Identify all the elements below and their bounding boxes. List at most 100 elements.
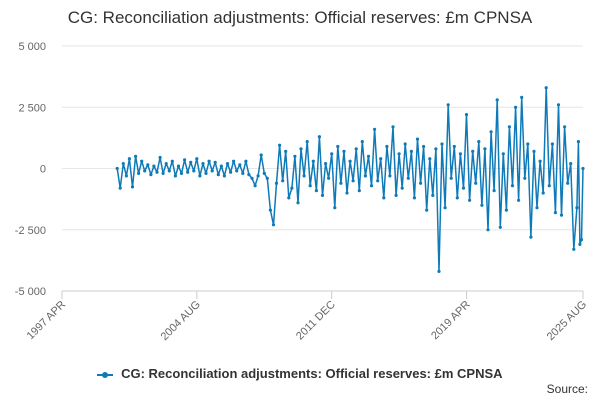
data-point[interactable]	[192, 169, 196, 173]
data-point[interactable]	[556, 103, 561, 107]
data-point[interactable]	[431, 193, 435, 197]
data-point[interactable]	[412, 196, 416, 200]
data-point[interactable]	[201, 162, 205, 166]
data-point[interactable]	[222, 174, 226, 178]
data-point[interactable]	[464, 113, 469, 117]
data-point[interactable]	[290, 186, 294, 190]
data-point[interactable]	[134, 154, 138, 158]
data-point[interactable]	[229, 170, 233, 174]
data-point[interactable]	[480, 203, 484, 207]
data-point[interactable]	[238, 163, 242, 167]
data-point[interactable]	[235, 169, 239, 173]
data-point[interactable]	[489, 130, 493, 134]
data-point[interactable]	[330, 152, 334, 156]
data-point[interactable]	[149, 173, 153, 177]
data-point[interactable]	[446, 103, 450, 107]
data-point[interactable]	[164, 162, 168, 166]
source-label[interactable]: Source:	[546, 382, 588, 396]
data-point[interactable]	[394, 193, 398, 197]
data-point[interactable]	[262, 171, 266, 175]
data-point[interactable]	[357, 189, 361, 193]
data-point[interactable]	[247, 173, 251, 177]
data-point[interactable]	[213, 160, 217, 164]
data-point[interactable]	[241, 171, 245, 175]
data-point[interactable]	[268, 208, 272, 212]
data-point[interactable]	[124, 174, 128, 178]
data-point[interactable]	[581, 166, 585, 171]
data-point[interactable]	[281, 179, 285, 183]
data-point[interactable]	[183, 158, 187, 162]
series-line[interactable]	[116, 86, 584, 273]
data-point[interactable]	[507, 125, 511, 129]
data-point[interactable]	[440, 142, 444, 146]
data-point[interactable]	[569, 162, 573, 166]
data-point[interactable]	[207, 159, 211, 163]
data-point[interactable]	[406, 176, 410, 180]
data-point[interactable]	[379, 157, 383, 161]
data-point[interactable]	[434, 147, 438, 151]
data-point[interactable]	[274, 181, 279, 185]
data-point[interactable]	[121, 162, 125, 166]
data-point[interactable]	[143, 169, 147, 173]
data-point[interactable]	[578, 242, 582, 246]
data-point[interactable]	[428, 157, 432, 161]
data-point[interactable]	[541, 191, 545, 195]
data-point[interactable]	[339, 181, 343, 185]
data-point[interactable]	[520, 95, 524, 99]
data-point[interactable]	[538, 159, 542, 163]
data-point[interactable]	[455, 196, 459, 200]
data-point[interactable]	[559, 213, 564, 217]
data-point[interactable]	[327, 176, 331, 180]
data-point[interactable]	[437, 269, 441, 273]
data-point[interactable]	[351, 179, 355, 183]
data-point[interactable]	[140, 159, 144, 163]
data-point[interactable]	[382, 196, 386, 200]
data-point[interactable]	[550, 142, 555, 146]
data-point[interactable]	[137, 171, 141, 175]
data-point[interactable]	[271, 223, 276, 227]
data-point[interactable]	[195, 157, 199, 161]
data-point[interactable]	[354, 147, 358, 151]
data-point[interactable]	[443, 206, 447, 210]
data-point[interactable]	[529, 235, 533, 239]
data-point[interactable]	[535, 206, 539, 210]
data-point[interactable]	[566, 181, 570, 185]
data-point[interactable]	[360, 140, 364, 144]
data-point[interactable]	[452, 144, 456, 149]
data-point[interactable]	[204, 171, 208, 175]
data-point[interactable]	[563, 125, 567, 129]
data-point[interactable]	[388, 174, 392, 178]
data-point[interactable]	[118, 186, 122, 190]
data-point[interactable]	[547, 184, 551, 188]
data-point[interactable]	[415, 137, 420, 141]
data-point[interactable]	[342, 149, 346, 153]
data-point[interactable]	[305, 140, 309, 144]
data-point[interactable]	[474, 181, 478, 185]
data-point[interactable]	[400, 186, 404, 190]
data-point[interactable]	[210, 169, 214, 173]
data-point[interactable]	[348, 159, 352, 163]
data-point[interactable]	[576, 140, 581, 144]
data-point[interactable]	[425, 208, 429, 212]
data-point[interactable]	[492, 189, 496, 193]
data-point[interactable]	[486, 228, 490, 232]
data-point[interactable]	[526, 142, 530, 146]
data-point[interactable]	[198, 174, 202, 178]
data-point[interactable]	[504, 208, 508, 212]
data-point[interactable]	[320, 193, 325, 197]
data-point[interactable]	[403, 142, 407, 146]
data-point[interactable]	[514, 105, 518, 109]
data-point[interactable]	[501, 152, 505, 156]
data-point[interactable]	[256, 174, 260, 178]
data-point[interactable]	[216, 173, 220, 177]
data-point[interactable]	[345, 191, 349, 195]
legend[interactable]: CG: Reconciliation adjustments: Official…	[0, 366, 600, 381]
data-point[interactable]	[311, 159, 315, 163]
data-point[interactable]	[366, 154, 371, 158]
data-point[interactable]	[553, 211, 558, 215]
data-point[interactable]	[167, 169, 171, 173]
data-point[interactable]	[495, 98, 499, 102]
data-point[interactable]	[179, 171, 184, 175]
data-point[interactable]	[333, 206, 337, 210]
data-point[interactable]	[385, 144, 389, 149]
